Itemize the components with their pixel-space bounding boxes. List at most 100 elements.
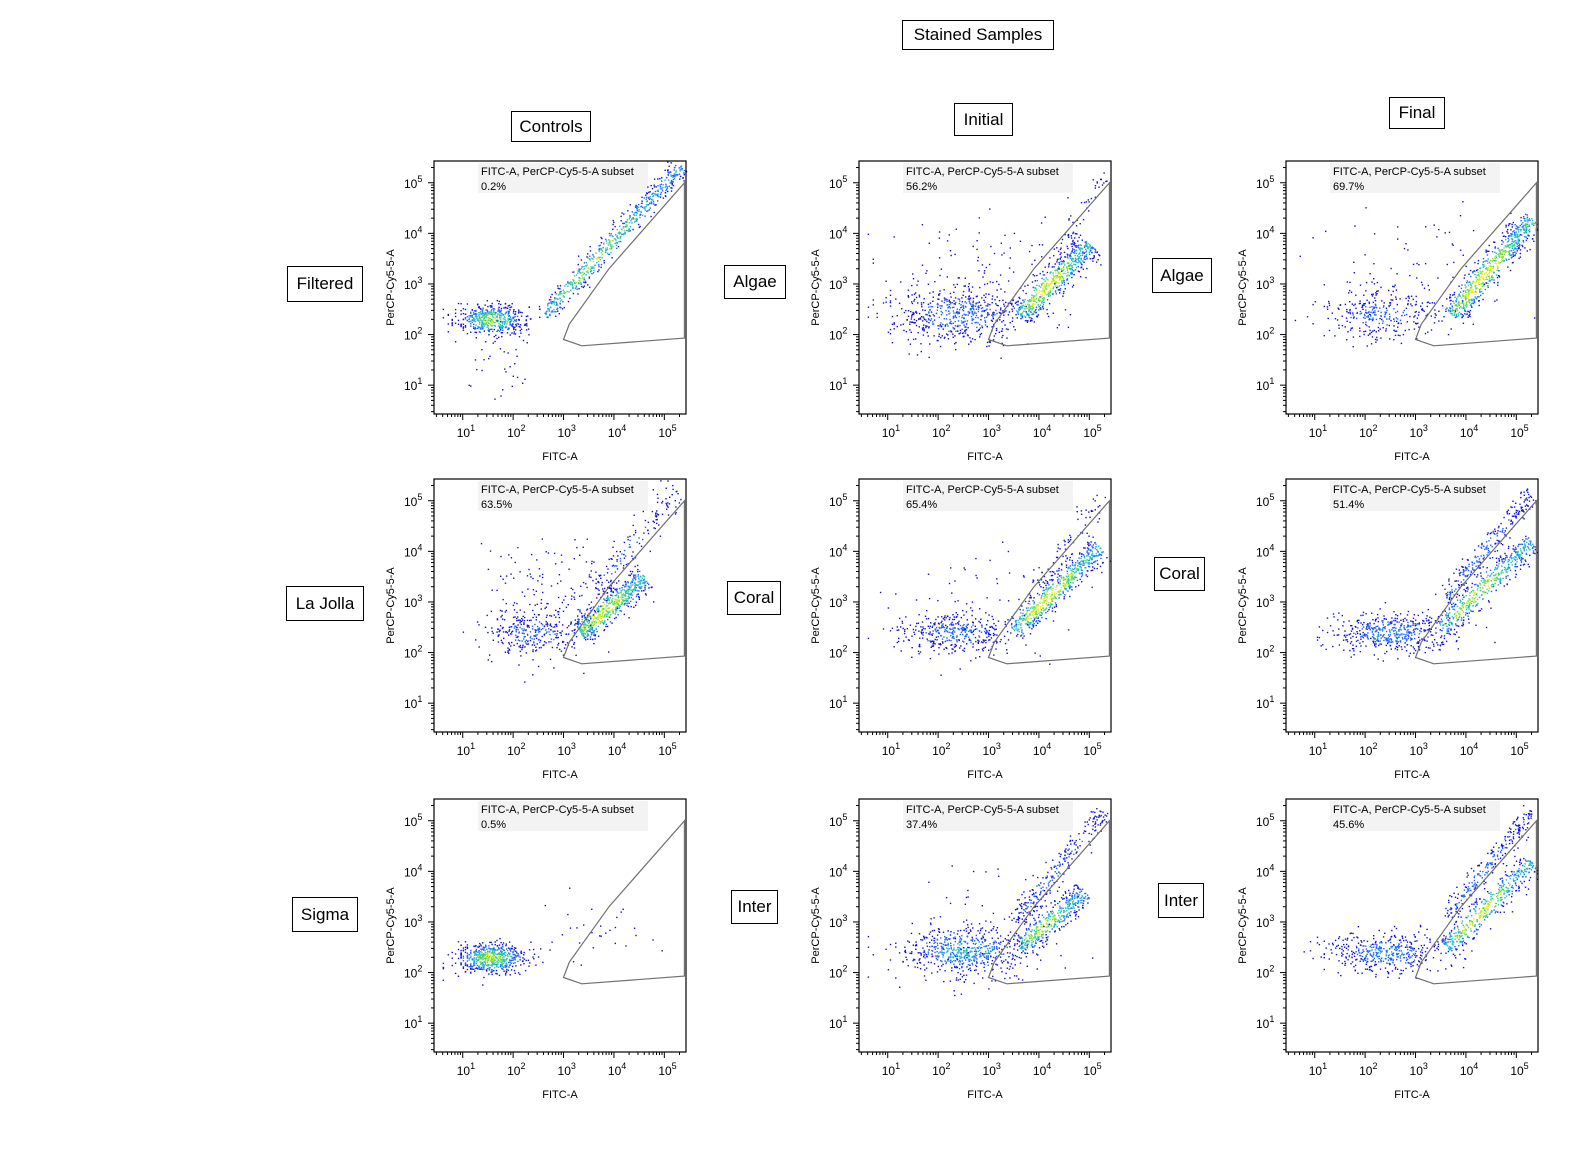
event-point <box>1397 226 1399 228</box>
gate-polygon[interactable] <box>1414 181 1537 347</box>
event-point <box>969 308 972 310</box>
event-point <box>590 632 592 634</box>
event-point <box>628 596 630 598</box>
event-point <box>1392 299 1394 301</box>
event-point <box>1479 288 1481 291</box>
event-point <box>1417 314 1420 316</box>
event-point <box>673 169 675 171</box>
event-point <box>623 599 626 602</box>
event-point <box>1395 298 1397 300</box>
event-point <box>462 312 465 315</box>
event-point <box>501 326 503 328</box>
event-point <box>1018 306 1021 309</box>
event-point <box>1510 212 1512 215</box>
event-point <box>970 291 973 293</box>
event-point <box>608 239 610 241</box>
row-label-la-jolla: La Jolla <box>286 586 364 621</box>
event-point <box>1474 285 1476 287</box>
event-point <box>969 337 971 339</box>
event-point <box>901 308 903 310</box>
event-point <box>1386 318 1388 320</box>
event-point <box>498 306 500 309</box>
event-point <box>550 641 552 643</box>
event-point <box>612 610 614 612</box>
event-point <box>507 647 509 649</box>
event-point <box>995 329 998 332</box>
event-point <box>479 323 481 325</box>
event-point <box>547 316 549 318</box>
event-point <box>653 184 655 186</box>
event-point <box>591 257 593 260</box>
event-point <box>629 587 631 589</box>
event-point <box>514 616 516 618</box>
event-point <box>1100 178 1102 181</box>
event-point <box>1051 292 1054 295</box>
event-point <box>1377 330 1380 332</box>
event-point <box>923 298 925 300</box>
event-point <box>487 329 489 331</box>
event-point <box>1522 241 1525 243</box>
event-point <box>907 294 909 297</box>
event-point <box>501 610 503 612</box>
event-point <box>563 306 565 309</box>
event-point <box>1346 310 1348 313</box>
event-point <box>979 336 981 338</box>
event-point <box>619 610 621 612</box>
event-point <box>1362 316 1365 319</box>
event-point <box>1474 273 1476 276</box>
event-point <box>1388 324 1390 327</box>
event-point <box>1393 325 1395 327</box>
event-point <box>473 320 475 322</box>
event-point <box>1042 270 1044 273</box>
event-point <box>567 285 569 287</box>
event-point <box>573 632 576 634</box>
event-point <box>1526 226 1528 228</box>
event-point <box>1009 322 1011 324</box>
gate-polygon[interactable] <box>987 181 1110 347</box>
event-point <box>1460 306 1462 308</box>
event-point <box>1479 279 1482 281</box>
event-point <box>1058 285 1061 287</box>
event-point <box>494 314 496 316</box>
event-point <box>1448 231 1451 234</box>
event-point <box>524 616 526 619</box>
event-point <box>947 306 949 308</box>
gate-polygon[interactable] <box>562 181 685 347</box>
event-point <box>1044 216 1046 218</box>
event-point <box>1468 292 1471 294</box>
event-point <box>975 321 977 324</box>
event-point <box>885 280 887 282</box>
event-point <box>586 635 589 637</box>
event-point <box>1338 308 1340 310</box>
event-point <box>454 308 457 311</box>
event-point <box>621 553 623 555</box>
event-point <box>1464 274 1466 276</box>
event-point <box>464 317 467 319</box>
event-point <box>939 324 942 326</box>
event-point <box>1056 259 1058 261</box>
event-point <box>1094 249 1097 251</box>
event-point <box>867 233 870 235</box>
event-point <box>595 582 597 585</box>
event-point <box>1415 300 1418 303</box>
event-point <box>625 585 627 588</box>
event-point <box>1040 296 1043 298</box>
event-point <box>555 616 557 618</box>
event-point <box>501 322 504 324</box>
event-point <box>1502 258 1504 260</box>
event-point <box>961 314 964 317</box>
event-point <box>470 311 472 313</box>
event-point <box>1063 284 1066 286</box>
event-point <box>930 319 932 322</box>
event-point <box>629 204 631 206</box>
event-point <box>594 264 596 266</box>
event-point <box>636 541 638 543</box>
event-point <box>1353 304 1355 307</box>
event-point <box>1441 320 1443 322</box>
event-point <box>1469 309 1472 312</box>
event-point <box>938 298 940 300</box>
event-point <box>1466 289 1468 291</box>
event-point <box>639 213 641 216</box>
event-point <box>609 621 612 623</box>
event-point <box>565 633 567 635</box>
